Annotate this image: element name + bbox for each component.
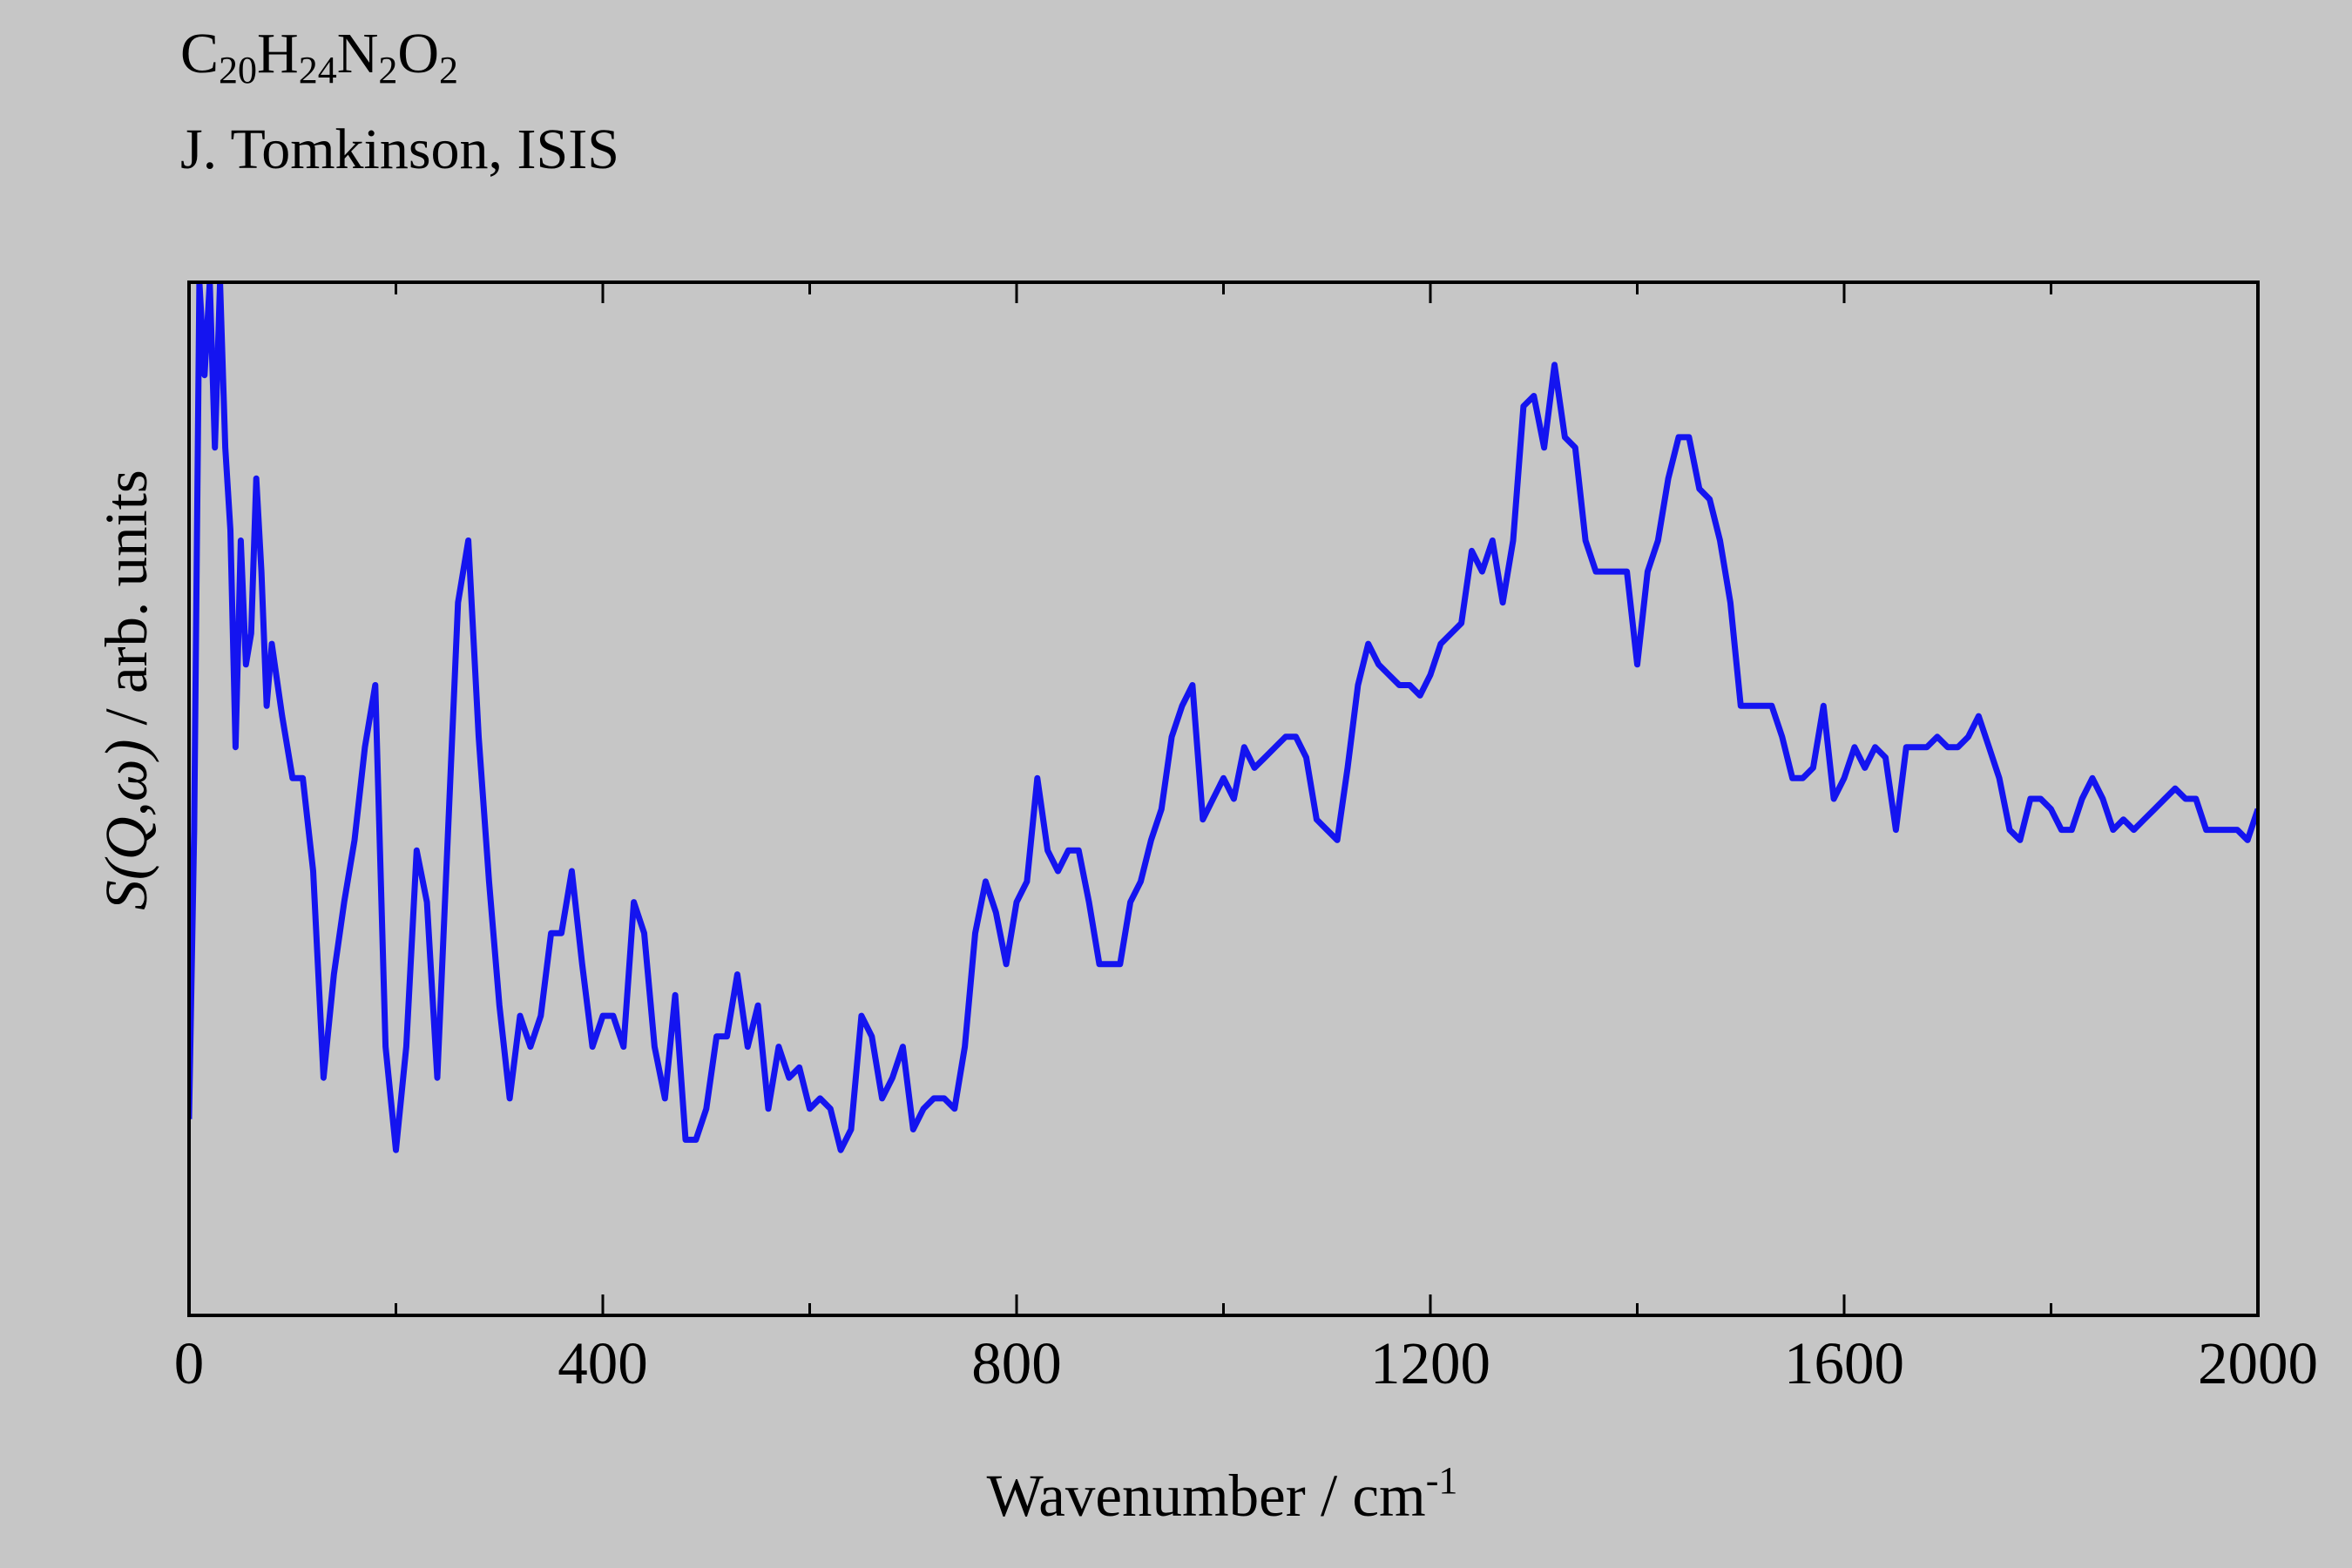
title-part: O <box>397 22 439 85</box>
chart-subtitle: J. Tomkinson, ISIS <box>180 118 619 181</box>
plot-area <box>189 282 2258 1153</box>
spectrum-line <box>189 282 2258 1153</box>
y-label-text: / arb. units <box>93 470 159 725</box>
chart-title: C20H24N2O2 <box>180 22 458 91</box>
y-axis-label: S(Q,ω) / arb. units <box>93 470 159 909</box>
y-label-italic: S(Q,ω) <box>93 739 159 909</box>
title-subscript: 2 <box>378 49 397 91</box>
x-tick-label: 1200 <box>1370 1330 1490 1396</box>
x-tick-label: 400 <box>558 1330 648 1396</box>
title-part: H <box>257 22 299 85</box>
title-part: C <box>180 22 219 85</box>
title-subscript: 24 <box>299 49 337 91</box>
title-subscript: 2 <box>439 49 458 91</box>
x-label-text: Wavenumber / cm <box>987 1463 1426 1529</box>
x-tick-label: 800 <box>971 1330 1062 1396</box>
x-tick-label: 2000 <box>2198 1330 2318 1396</box>
title-subscript: 20 <box>219 49 257 91</box>
x-tick-label: 0 <box>174 1330 205 1396</box>
title-part: N <box>337 22 379 85</box>
x-tick-label: 1600 <box>1784 1330 1904 1396</box>
x-axis-label: Wavenumber / cm-1 <box>987 1459 1458 1529</box>
x-label-superscript: -1 <box>1426 1459 1458 1502</box>
